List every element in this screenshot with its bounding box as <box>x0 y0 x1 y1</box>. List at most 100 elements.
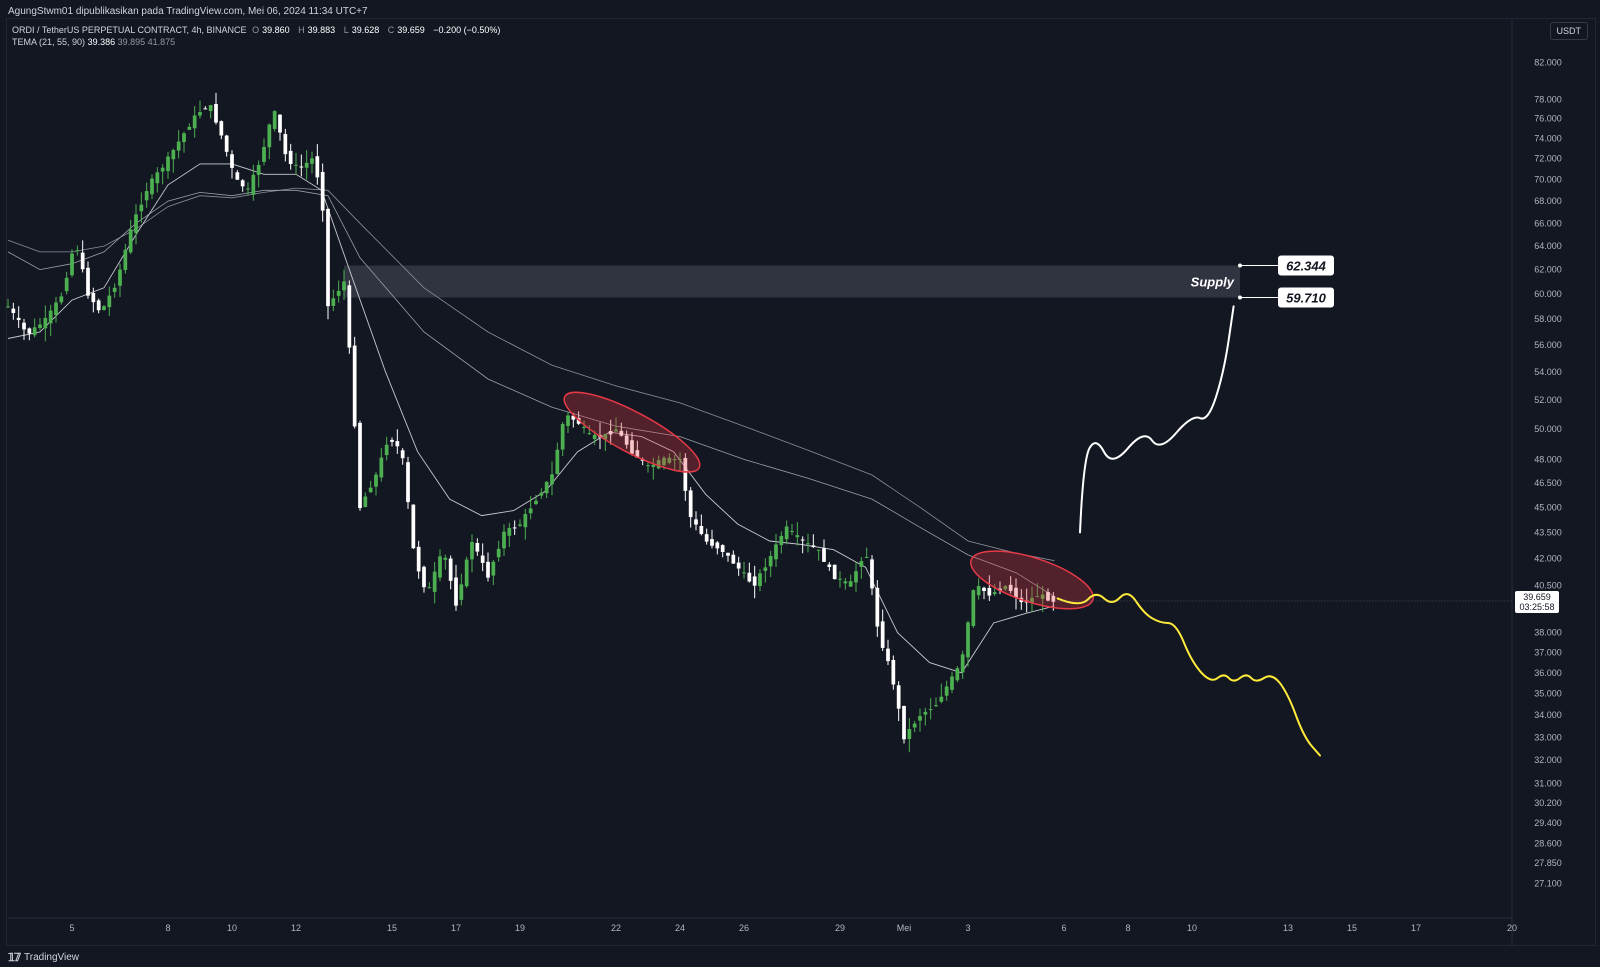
bull-candle[interactable] <box>1030 597 1034 603</box>
bear-candle[interactable] <box>411 504 416 549</box>
bear-candle[interactable] <box>699 525 704 534</box>
bear-candle[interactable] <box>630 440 634 454</box>
bull-candle[interactable] <box>768 555 773 567</box>
bear-candle[interactable] <box>278 114 282 133</box>
bull-candle[interactable] <box>934 705 938 707</box>
bull-candle[interactable] <box>160 167 165 172</box>
bull-candle[interactable] <box>662 457 666 466</box>
bull-candle[interactable] <box>59 296 64 303</box>
bull-candle[interactable] <box>262 146 266 162</box>
bull-candle[interactable] <box>363 496 368 508</box>
bull-candle[interactable] <box>763 567 768 571</box>
highlight-ellipse[interactable] <box>964 539 1099 620</box>
highlight-ellipse[interactable] <box>556 379 709 486</box>
bull-candle[interactable] <box>603 433 608 440</box>
bull-candle[interactable] <box>838 578 842 580</box>
bear-candle[interactable] <box>400 450 405 459</box>
bull-candle[interactable] <box>208 105 213 112</box>
bull-candle[interactable] <box>267 124 272 148</box>
bull-candle[interactable] <box>491 561 496 576</box>
bull-candle[interactable] <box>560 424 565 450</box>
bull-candle[interactable] <box>192 115 197 129</box>
bull-candle[interactable] <box>496 548 501 558</box>
bull-candle[interactable] <box>582 426 586 428</box>
bear-candle[interactable] <box>635 450 640 458</box>
bear-candle[interactable] <box>203 108 208 110</box>
bull-candle[interactable] <box>32 327 37 336</box>
bear-candle[interactable] <box>22 322 26 330</box>
bull-candle[interactable] <box>955 668 960 681</box>
bear-candle[interactable] <box>299 166 304 168</box>
bear-candle[interactable] <box>480 555 485 563</box>
bear-candle[interactable] <box>96 300 101 311</box>
bull-candle[interactable] <box>38 324 42 328</box>
bear-candle[interactable] <box>891 659 896 685</box>
bull-candle[interactable] <box>70 253 74 276</box>
bull-candle[interactable] <box>742 572 746 574</box>
bull-candle[interactable] <box>544 481 549 494</box>
bear-candle[interactable] <box>320 171 325 211</box>
bull-candle[interactable] <box>774 544 778 560</box>
bull-candle[interactable] <box>918 716 922 721</box>
bull-candle[interactable] <box>534 500 538 505</box>
bull-candle[interactable] <box>656 460 661 469</box>
bear-candle[interactable] <box>390 439 394 442</box>
bull-candle[interactable] <box>128 229 133 253</box>
bull-candle[interactable] <box>854 571 858 583</box>
bear-candle[interactable] <box>11 308 16 313</box>
bull-candle[interactable] <box>795 535 800 538</box>
symbol-label[interactable]: ORDI / TetherUS PERPETUAL CONTRACT, 4h, … <box>12 25 247 35</box>
bear-candle[interactable] <box>454 577 458 606</box>
bull-candle[interactable] <box>64 277 69 292</box>
bearish-scenario-path[interactable] <box>1056 593 1321 757</box>
bear-candle[interactable] <box>811 545 816 547</box>
bear-candle[interactable] <box>902 705 906 740</box>
bear-candle[interactable] <box>608 430 613 435</box>
bear-candle[interactable] <box>86 267 90 296</box>
bear-candle[interactable] <box>822 548 826 562</box>
bear-candle[interactable] <box>870 559 874 589</box>
bull-candle[interactable] <box>950 676 954 690</box>
bull-candle[interactable] <box>187 126 192 130</box>
bull-candle[interactable] <box>198 112 202 116</box>
bear-candle[interactable] <box>875 587 880 627</box>
bear-candle[interactable] <box>352 345 357 427</box>
bear-candle[interactable] <box>235 172 240 180</box>
bear-candle[interactable] <box>288 150 293 164</box>
bull-candle[interactable] <box>944 686 949 696</box>
bull-candle[interactable] <box>310 158 314 164</box>
bull-candle[interactable] <box>294 164 298 166</box>
bull-candle[interactable] <box>1040 594 1045 599</box>
bull-candle[interactable] <box>672 459 677 461</box>
bear-candle[interactable] <box>704 534 709 542</box>
bear-candle[interactable] <box>422 566 426 588</box>
bull-candle[interactable] <box>246 188 250 190</box>
bear-candle[interactable] <box>731 554 736 564</box>
bull-candle[interactable] <box>555 449 560 474</box>
bull-candle[interactable] <box>923 711 928 715</box>
bear-candle[interactable] <box>416 546 421 572</box>
bull-candle[interactable] <box>550 474 554 485</box>
bear-candle[interactable] <box>715 542 720 549</box>
bear-candle[interactable] <box>1014 587 1018 598</box>
bull-candle[interactable] <box>107 295 112 308</box>
bear-candle[interactable] <box>230 154 234 168</box>
bull-candle[interactable] <box>966 622 970 658</box>
bull-candle[interactable] <box>43 317 48 329</box>
bull-candle[interactable] <box>176 141 181 151</box>
bear-candle[interactable] <box>726 552 730 556</box>
bull-candle[interactable] <box>6 306 10 308</box>
bull-candle[interactable] <box>112 287 117 292</box>
bear-candle[interactable] <box>406 462 410 503</box>
bear-candle[interactable] <box>1051 595 1056 602</box>
bull-candle[interactable] <box>992 592 997 595</box>
bull-candle[interactable] <box>427 587 432 589</box>
bull-candle[interactable] <box>150 178 154 195</box>
bull-candle[interactable] <box>971 590 976 626</box>
chart-frame[interactable] <box>6 18 1596 946</box>
bear-candle[interactable] <box>688 490 693 518</box>
bull-candle[interactable] <box>102 306 106 310</box>
bull-candle[interactable] <box>155 172 160 184</box>
bear-candle[interactable] <box>448 558 453 581</box>
bear-candle[interactable] <box>998 588 1002 591</box>
